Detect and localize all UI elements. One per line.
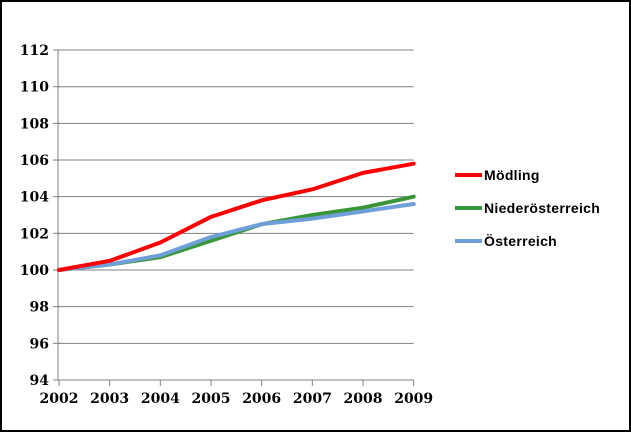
series-line-mdling (57, 161, 416, 272)
y-axis-label: 94 (30, 373, 50, 389)
legend-entry-moedling: Mödling (455, 166, 600, 184)
x-axis-label: 2009 (394, 391, 433, 407)
legend-label-moedling: Mödling (484, 167, 540, 183)
y-axis-label: 100 (20, 263, 49, 279)
y-axis-label: 96 (30, 336, 49, 352)
legend-label-oesterreich: Österreich (484, 233, 558, 249)
y-axis-label: 106 (20, 153, 49, 169)
x-axis-label: 2007 (293, 391, 332, 407)
series-line-sterreich (57, 202, 416, 272)
x-axis-label: 2004 (141, 391, 180, 407)
x-axis-label: 2003 (90, 391, 129, 407)
x-axis-label: 2005 (192, 391, 231, 407)
y-axis-label: 108 (20, 116, 49, 132)
legend-entry-oesterreich: Österreich (455, 232, 600, 250)
x-axis-label: 2002 (40, 391, 79, 407)
x-axis-label: 2006 (242, 391, 281, 407)
chart-legend: Mödling Niederösterreich Österreich (455, 166, 600, 265)
legend-line-swatch-oesterreich (455, 239, 482, 243)
legend-line-swatch-moedling (455, 173, 482, 177)
legend-line-swatch-niederoesterreich (455, 206, 482, 210)
y-axis-label: 112 (20, 43, 49, 59)
legend-entry-niederoesterreich: Niederösterreich (455, 199, 600, 217)
y-axis-label: 104 (20, 190, 49, 206)
y-axis-label: 110 (20, 80, 49, 96)
y-axis-label: 98 (30, 300, 49, 316)
legend-label-niederoesterreich: Niederösterreich (484, 200, 601, 216)
y-axis-label: 102 (20, 226, 49, 242)
x-axis-label: 2008 (344, 391, 383, 407)
